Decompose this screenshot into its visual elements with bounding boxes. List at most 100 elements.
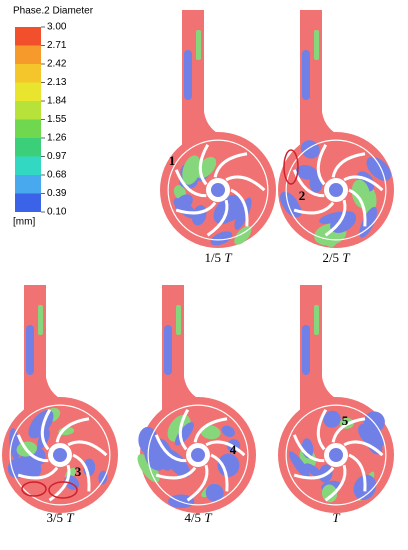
flow-patch (280, 191, 300, 215)
impeller-blade (210, 453, 229, 492)
flow-patch (137, 454, 160, 483)
impeller-blade (316, 408, 328, 451)
flow-patch (210, 231, 233, 246)
pipe-patch (176, 305, 181, 335)
pump-contour (278, 285, 394, 513)
hub-inner (191, 448, 205, 462)
flow-patch (182, 155, 201, 185)
caption-fraction: 4/5 (184, 510, 201, 525)
impeller-blade (16, 434, 49, 463)
impeller-blade (292, 169, 325, 198)
impeller-blade (331, 417, 366, 443)
impeller-blade (293, 201, 335, 215)
impeller-blade (17, 466, 59, 480)
colorbar-segment (15, 64, 41, 83)
impeller-ring (9, 404, 111, 506)
impeller-blade (316, 143, 328, 186)
caption-symbol: T (66, 510, 74, 525)
colorbar-label: 2.13 (47, 77, 67, 88)
colorbar-label: 1.26 (47, 133, 67, 144)
colorbar-segment (15, 193, 41, 212)
panel-caption: 2/5 T (322, 250, 350, 265)
pump-contour (160, 10, 276, 248)
impeller-ring (147, 404, 249, 506)
pump-contour (2, 285, 118, 513)
impeller-blade (230, 188, 249, 227)
region-marker: 1 (169, 153, 176, 168)
flow-patch (359, 206, 378, 238)
impeller-blade (324, 199, 347, 237)
colorbar-segment (15, 138, 41, 157)
colorbar-segment (15, 101, 41, 120)
highlight-ellipse (48, 481, 78, 499)
impeller-ring (285, 404, 387, 506)
caption-fraction: 3/5 (46, 510, 63, 525)
caption-symbol: T (342, 250, 350, 265)
flow-patch (229, 200, 243, 221)
pipe-patch (314, 30, 319, 60)
flow-patch (366, 156, 392, 181)
impeller-blade (193, 417, 228, 443)
flow-patch (200, 425, 221, 440)
impeller-blade (55, 417, 90, 443)
flow-patch (18, 455, 42, 479)
pipe-patch (302, 50, 310, 100)
pipe-patch (26, 325, 34, 375)
colorbar-segment (15, 156, 41, 175)
panel-caption: 1/5 T (204, 250, 232, 265)
impeller-ring (167, 139, 269, 241)
impeller-blade (198, 143, 210, 186)
flow-patch (324, 234, 337, 248)
flow-patch (288, 451, 311, 480)
impeller-blade (348, 188, 367, 227)
impeller-blade (331, 152, 366, 178)
pipe-patch (38, 305, 43, 335)
colorbar-segment (15, 175, 41, 194)
impeller-blade (343, 175, 384, 192)
flow-patch (234, 197, 252, 230)
colorbar-segment (15, 45, 41, 64)
impeller-blade (343, 440, 384, 457)
impeller-blade (293, 466, 335, 480)
panel-caption: 3/5 T (46, 510, 74, 525)
hub-inner (53, 448, 67, 462)
impeller-blade (175, 201, 217, 215)
hub-inner (211, 183, 225, 197)
impeller-blade (72, 453, 91, 492)
flow-patch (323, 410, 341, 428)
colorbar-label: 2.71 (47, 40, 67, 51)
flow-patch (153, 438, 174, 471)
flow-patch (221, 425, 235, 438)
impeller-blade (48, 464, 71, 502)
flow-patch (205, 483, 224, 502)
impeller-blade (225, 175, 266, 192)
panel-caption: T (332, 510, 340, 525)
pump-contour (137, 285, 256, 513)
colorbar-label: 1.55 (47, 114, 67, 125)
panel-caption: 4/5 T (184, 510, 212, 525)
hub-inner (329, 183, 343, 197)
pump-contour (278, 10, 394, 248)
flow-patch (351, 179, 371, 209)
impeller-blade (205, 440, 246, 457)
impeller-blade (186, 464, 209, 502)
flow-patch (217, 453, 240, 477)
impeller-blade (154, 434, 187, 463)
legend-title: Phase.2 Diameter (13, 6, 94, 17)
region-marker: 2 (299, 188, 306, 203)
impeller-ring (285, 139, 387, 241)
impeller-blade (206, 199, 229, 237)
colorbar-segment (15, 27, 41, 46)
colorbar-label: 2.42 (47, 59, 67, 70)
colorbar-label: 0.10 (47, 207, 67, 218)
pipe-patch (314, 305, 319, 335)
highlight-ellipse (283, 149, 299, 185)
impeller-blade (292, 434, 325, 463)
flow-patch (304, 463, 323, 478)
colorbar-label: 3.00 (47, 22, 67, 33)
hub-inner (329, 448, 343, 462)
colorbar-label: 1.84 (47, 96, 67, 107)
highlight-ellipse (21, 481, 47, 497)
flow-patch (295, 165, 318, 180)
impeller-blade (155, 466, 197, 480)
